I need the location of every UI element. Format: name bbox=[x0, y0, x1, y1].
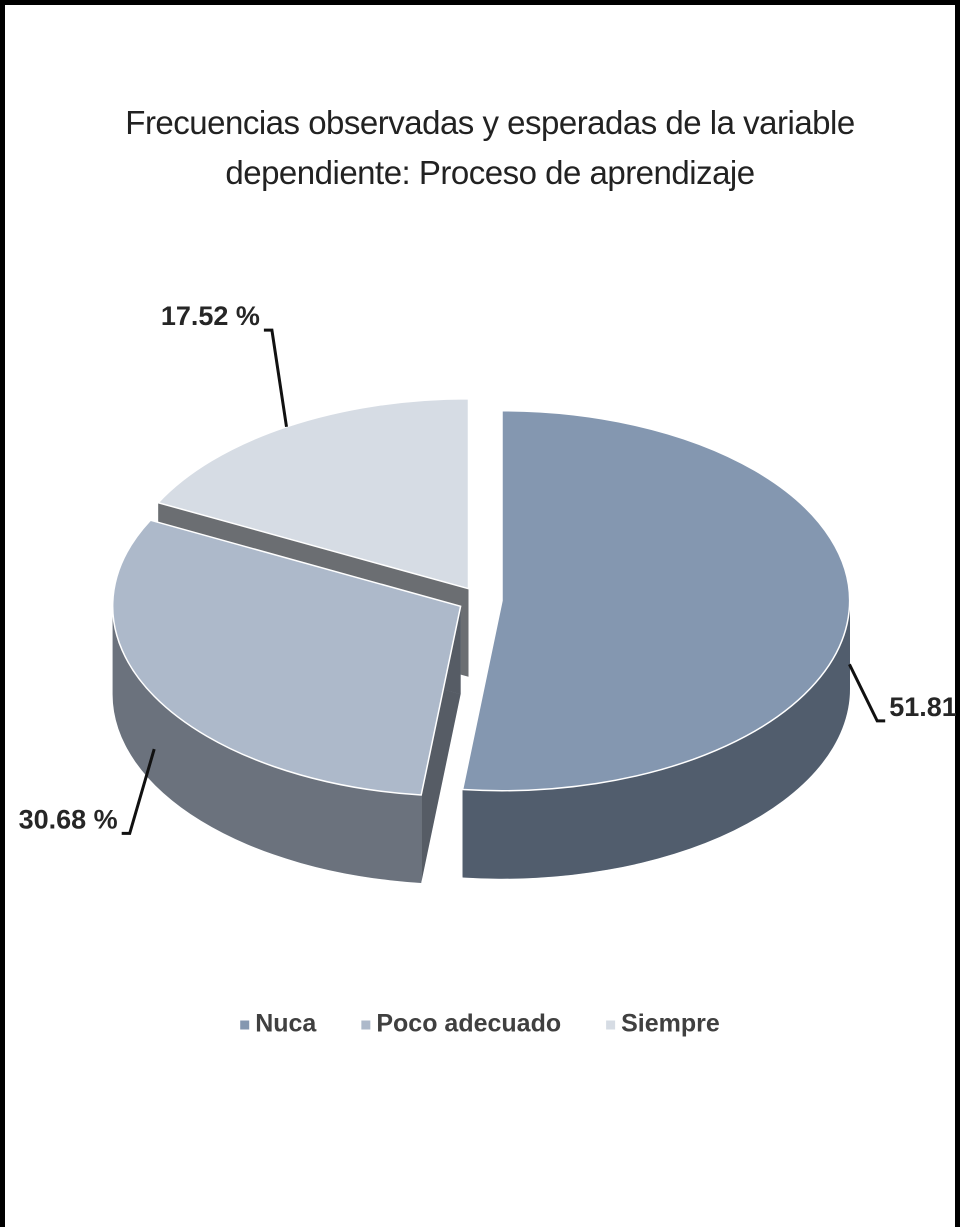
legend-label: Nuca bbox=[255, 1010, 317, 1038]
legend-marker bbox=[240, 1020, 250, 1030]
slice-wall bbox=[112, 606, 422, 883]
slice-top bbox=[111, 519, 462, 796]
legend-marker bbox=[361, 1020, 371, 1030]
slice-wall-shade bbox=[112, 606, 422, 883]
leader-line bbox=[121, 748, 156, 835]
pie-slice bbox=[111, 519, 462, 883]
pie-slice bbox=[461, 409, 851, 879]
leader-line bbox=[848, 663, 886, 723]
slice-wall-shade bbox=[462, 600, 850, 879]
legend-marker bbox=[606, 1020, 616, 1030]
data-label: 51.81 % bbox=[889, 692, 960, 722]
legend-label: Siempre bbox=[621, 1010, 720, 1038]
slice-wall bbox=[462, 600, 850, 879]
legend-label: Poco adecuado bbox=[376, 1010, 561, 1038]
chart-title: Frecuencias observadas y esperadas de la… bbox=[125, 104, 855, 191]
data-label: 17.52 % bbox=[161, 301, 260, 331]
data-label: 30.68 % bbox=[19, 805, 118, 835]
leader-line bbox=[263, 328, 288, 428]
slice-top bbox=[461, 409, 851, 792]
slice-top bbox=[156, 397, 470, 590]
